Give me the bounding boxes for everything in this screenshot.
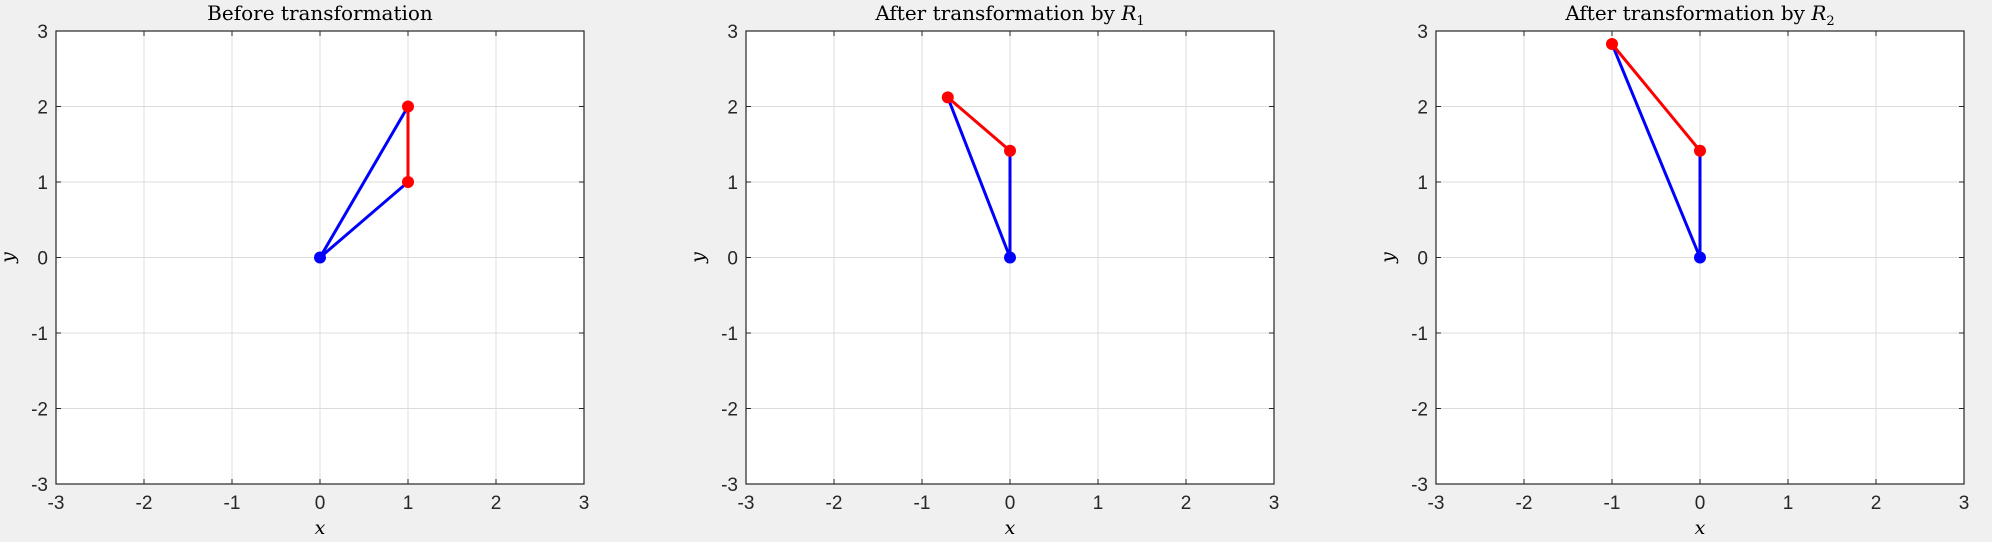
x-tick-label: 0 [1695,493,1706,514]
chart-title: Before transformation [207,1,433,25]
y-tick-label: -2 [1411,400,1428,421]
x-tick-label: 1 [1093,493,1104,514]
subplot-before-transformation: -3 -2 -1 0 1 2 3 -3 -2 -1 0 1 2 3 Before transformatio… [0,1,589,539]
x-tick-label: 3 [579,493,590,514]
red-segment [946,95,1012,153]
y-tick-label: 3 [37,22,48,43]
y-tick-label: 2 [37,98,48,119]
x-tick-label: -3 [738,493,755,514]
y-tick-label: 0 [1417,249,1428,270]
x-tick-label: 3 [1959,493,1970,514]
chart-title: After transformation by R2 [1564,1,1834,29]
y-tick-label: 2 [727,98,738,119]
x-tick-label: -1 [224,493,241,514]
y-tick-label: -3 [721,475,738,496]
x-tick-label: -1 [1604,493,1621,514]
blue-segment [318,180,410,259]
y-tick-label: 2 [1417,98,1428,119]
blue-point [314,251,326,264]
y-tick-label: 3 [727,22,738,43]
y-axis-label: y [0,252,19,264]
blue-segment [946,95,1012,259]
red-point [941,91,954,104]
blue-point [1004,251,1016,264]
x-tick-label: -2 [826,493,843,514]
x-tick-label: 1 [1783,493,1794,514]
x-tick-label: 3 [1269,493,1280,514]
x-tick-label: 2 [491,493,502,514]
y-tick-label: -1 [721,324,738,345]
x-tick-label: 0 [315,493,326,514]
x-tick-label: 1 [403,493,414,514]
y-tick-label: -1 [1411,324,1428,345]
x-axis-label: x [315,517,326,539]
x-tick-label: -2 [136,493,153,514]
y-tick-label: -2 [721,400,738,421]
y-tick-label: 0 [37,249,48,270]
y-tick-label: 1 [727,173,738,194]
x-axis-label: x [1005,517,1016,539]
x-axis-label: x [1695,517,1706,539]
subplot-after-r1: -3 -2 -1 0 1 2 3 -3 -2 -1 0 1 2 3 After transformation… [687,1,1279,539]
y-tick-label: -3 [1411,475,1428,496]
x-tick-label: -3 [48,493,65,514]
x-tick-label: -3 [1428,493,1445,514]
x-tick-label: -1 [914,493,931,514]
red-point [402,176,414,188]
x-tick-label: 2 [1871,493,1882,514]
red-segment [1610,42,1702,153]
y-tick-label: -2 [31,400,48,421]
blue-segment [318,105,410,259]
x-tick-label: 2 [1181,493,1192,514]
x-tick-label: -2 [1516,493,1533,514]
y-tick-label: 0 [727,249,738,270]
y-tick-label: -1 [31,324,48,345]
y-tick-label: 3 [1417,22,1428,43]
y-tick-label: 1 [37,173,48,194]
red-point [1694,144,1706,157]
y-axis-label: y [1377,252,1399,264]
subplot-after-r2: -3 -2 -1 0 1 2 3 -3 -2 -1 0 1 2 3 After transformation… [1377,1,1969,539]
y-tick-label: -3 [31,475,48,496]
blue-point [1694,251,1706,264]
blue-segment [1610,42,1702,259]
y-tick-label: 1 [1417,173,1428,194]
x-tick-label: 0 [1005,493,1016,514]
red-point [402,100,414,113]
red-point [1606,37,1618,50]
chart-title: After transformation by R1 [874,1,1144,29]
y-axis-label: y [687,252,709,264]
red-point [1004,144,1016,157]
